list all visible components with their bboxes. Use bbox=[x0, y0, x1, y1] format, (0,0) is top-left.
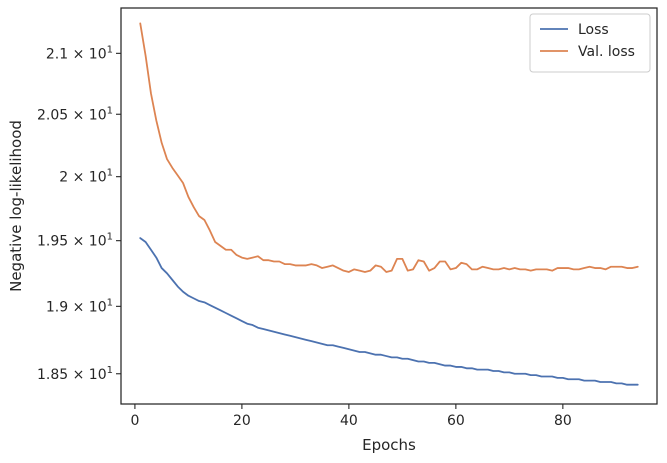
y-tick-mantissa: 1.85 bbox=[37, 367, 68, 383]
y-tick-times: × bbox=[68, 46, 89, 62]
x-tick-label: 40 bbox=[340, 413, 358, 429]
y-tick-exponent: 1 bbox=[107, 44, 113, 55]
y-tick-exponent: 1 bbox=[107, 232, 113, 243]
x-tick-label: 0 bbox=[130, 413, 139, 429]
y-tick-times: × bbox=[68, 299, 89, 315]
y-tick-mantissa: 2.05 bbox=[37, 107, 68, 123]
y-tick-base: 10 bbox=[89, 234, 107, 250]
y-tick-base: 10 bbox=[89, 170, 107, 186]
x-tick-label: 60 bbox=[447, 413, 465, 429]
x-tick-label: 80 bbox=[554, 413, 572, 429]
y-tick-base: 10 bbox=[89, 46, 107, 62]
y-tick-label: 1.95 × 101 bbox=[37, 232, 113, 250]
y-tick-base: 10 bbox=[89, 367, 107, 383]
x-axis-label: Epochs bbox=[362, 436, 416, 454]
y-tick-times: × bbox=[68, 107, 89, 123]
y-tick-base: 10 bbox=[89, 107, 107, 123]
legend: Loss Val. loss bbox=[529, 13, 651, 73]
plot-frame bbox=[120, 7, 658, 405]
y-tick-exponent: 1 bbox=[107, 297, 113, 308]
y-tick-mantissa: 1.9 bbox=[46, 299, 68, 315]
y-tick-label: 2.05 × 101 bbox=[37, 105, 113, 123]
y-tick-label: 2.1 × 101 bbox=[46, 44, 113, 62]
y-tick-mantissa: 1.95 bbox=[37, 234, 68, 250]
y-tick-base: 10 bbox=[89, 299, 107, 315]
legend-label-1: Val. loss bbox=[578, 44, 635, 60]
legend-label-0: Loss bbox=[578, 22, 609, 38]
y-tick-times: × bbox=[68, 234, 89, 250]
y-tick-exponent: 1 bbox=[107, 365, 113, 376]
y-axis-label: Negative log-likelihood bbox=[7, 120, 25, 292]
series-line-1 bbox=[139, 22, 639, 273]
x-tick-label: 20 bbox=[233, 413, 251, 429]
y-tick-times: × bbox=[68, 367, 89, 383]
y-tick-label: 1.85 × 101 bbox=[37, 365, 113, 383]
y-tick-times: × bbox=[68, 170, 89, 186]
y-tick-label: 1.9 × 101 bbox=[46, 297, 113, 315]
y-tick-mantissa: 2.1 bbox=[46, 46, 68, 62]
series-layer bbox=[139, 22, 639, 386]
y-tick-exponent: 1 bbox=[107, 105, 113, 116]
series-line-0 bbox=[139, 237, 639, 386]
y-tick-label: 2 × 101 bbox=[59, 168, 113, 186]
x-axis: 0 20 40 60 80 bbox=[130, 404, 572, 429]
y-tick-exponent: 1 bbox=[107, 168, 113, 179]
y-tick-mantissa: 2 bbox=[59, 170, 68, 186]
plot-area bbox=[121, 8, 657, 404]
